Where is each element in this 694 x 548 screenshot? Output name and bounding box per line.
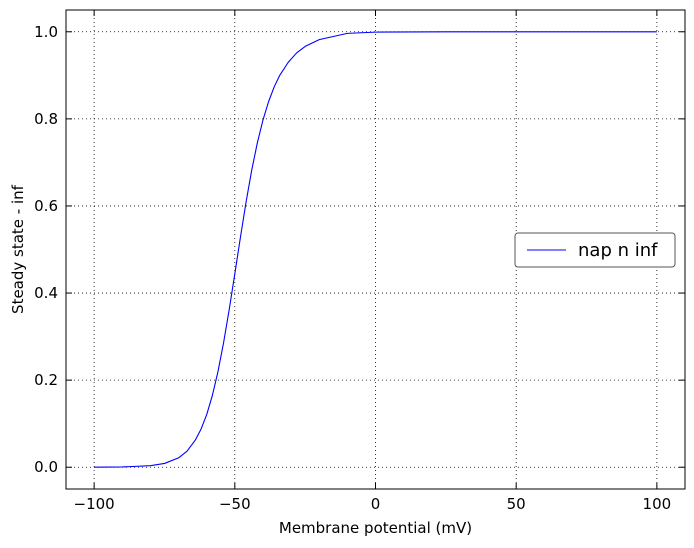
y-tick-label: 0.0 [34, 458, 58, 476]
y-tick-label: 0.8 [34, 110, 58, 128]
x-tick-label: −50 [219, 495, 251, 513]
y-tick-label: 1.0 [34, 23, 58, 41]
x-tick-label: 50 [507, 495, 526, 513]
y-tick-label: 0.6 [34, 197, 58, 215]
y-tick-label: 0.2 [34, 371, 58, 389]
y-tick-label: 0.4 [34, 284, 58, 302]
y-axis-label: Steady state - inf [9, 184, 27, 314]
x-tick-label: 0 [371, 495, 381, 513]
series-line [94, 31, 657, 468]
x-axis-label: Membrane potential (mV) [279, 519, 472, 537]
x-tick-label: 100 [643, 495, 672, 513]
x-tick-label: −100 [74, 495, 115, 513]
legend: nap n inf [514, 232, 676, 268]
legend-entry: nap n inf [578, 240, 658, 261]
legend-box [514, 232, 676, 268]
series-layer [94, 31, 657, 468]
ticks: −100 −50 0 50 100 0.0 0.2 0.4 0.6 0.8 1.0 [34, 10, 685, 513]
